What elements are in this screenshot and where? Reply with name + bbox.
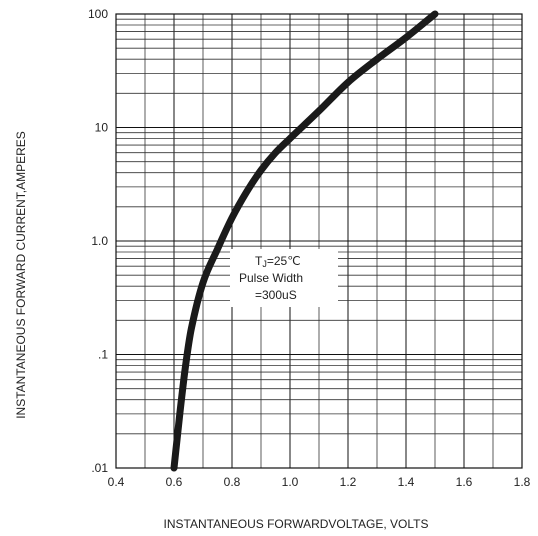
series-layer — [170, 10, 439, 472]
y-tick-label: .01 — [91, 461, 108, 475]
tick-labels: 0.4 0.6 0.8 1.0 1.2 1.4 1.6 1.8 .01 .1 1.0 10 100 — [88, 7, 531, 489]
annotation-line-1: TJ=25℃ — [255, 254, 301, 269]
x-tick-label: 1.2 — [340, 475, 357, 489]
y-axis-label: INSTANTANEOUS FORWARD CURRENT,AMPERES — [14, 131, 28, 419]
annotation-box: TJ=25℃ Pulse Width =300uS — [230, 249, 338, 307]
x-tick-label: 0.6 — [166, 475, 183, 489]
x-tick-label: 1.6 — [456, 475, 473, 489]
x-tick-label: 1.8 — [514, 475, 531, 489]
y-tick-label: 1.0 — [91, 234, 108, 248]
x-tick-label: 1.4 — [398, 475, 415, 489]
annotation-background — [230, 249, 338, 307]
x-tick-label: 0.8 — [224, 475, 241, 489]
plot-frame — [115, 13, 523, 469]
annotation-line-2: Pulse Width — [239, 271, 303, 285]
x-tick-label: 0.4 — [108, 475, 125, 489]
y-tick-label: .1 — [98, 348, 108, 362]
annotation-line-3: =300uS — [255, 288, 297, 302]
grid — [115, 13, 523, 469]
x-tick-label: 1.0 — [282, 475, 299, 489]
y-tick-label: 100 — [88, 7, 108, 21]
y-tick-label: 10 — [95, 121, 109, 135]
x-axis-label: INSTANTANEOUS FORWARDVOLTAGE, VOLTS — [164, 517, 429, 531]
series-line — [170, 10, 439, 472]
